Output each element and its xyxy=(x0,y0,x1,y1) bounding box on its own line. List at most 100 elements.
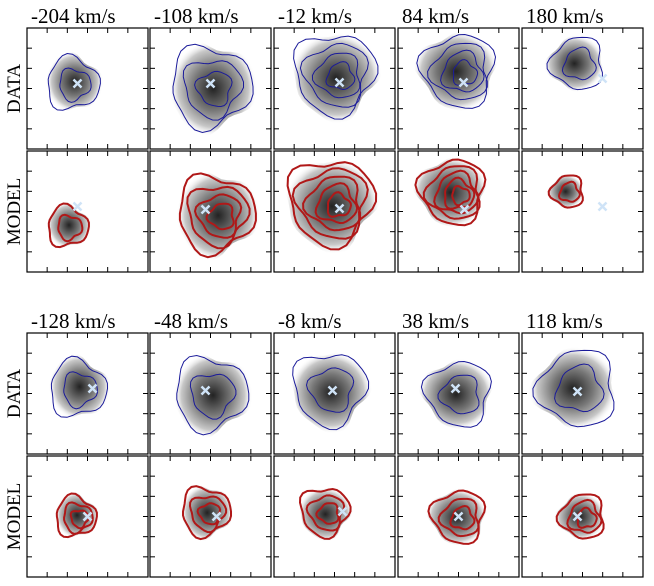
contour xyxy=(47,52,101,111)
contour xyxy=(57,213,84,243)
panel xyxy=(521,332,644,455)
velocity-label: -8 km/s xyxy=(278,309,342,333)
center-marker xyxy=(200,385,211,396)
panel-border xyxy=(26,455,149,578)
panel-border xyxy=(273,455,396,578)
row-label: MODEL xyxy=(4,178,25,246)
panel xyxy=(26,27,149,150)
contour xyxy=(566,498,603,534)
contour xyxy=(188,495,228,534)
emission xyxy=(55,491,100,540)
panel-frame xyxy=(27,151,148,272)
contour xyxy=(292,354,370,431)
contour xyxy=(416,33,497,109)
contour xyxy=(547,174,584,209)
panel-border xyxy=(397,332,520,455)
center-marker xyxy=(597,73,608,84)
contour xyxy=(561,46,597,81)
row-label: MODEL xyxy=(4,483,25,551)
panel-border xyxy=(397,27,520,150)
contour xyxy=(182,60,244,121)
contour xyxy=(420,360,492,428)
velocity-label: 84 km/s xyxy=(402,4,469,28)
contour xyxy=(557,180,581,203)
contour xyxy=(315,502,340,525)
row-label: DATA xyxy=(4,369,25,418)
contour xyxy=(554,363,605,413)
contour xyxy=(305,494,346,532)
panel xyxy=(149,332,272,455)
center-marker xyxy=(200,204,211,215)
panel-border xyxy=(397,455,520,578)
center-marker xyxy=(72,78,83,89)
velocity-label: -128 km/s xyxy=(31,309,116,333)
panel xyxy=(273,332,396,455)
panel-border xyxy=(397,150,520,273)
panel xyxy=(26,332,149,455)
center-marker xyxy=(334,203,345,214)
panel-border xyxy=(26,150,149,273)
velocity-label: -204 km/s xyxy=(31,4,116,28)
contour xyxy=(422,165,481,220)
contour xyxy=(293,35,379,120)
emission xyxy=(173,351,253,439)
contour xyxy=(189,373,237,420)
velocity-label: -48 km/s xyxy=(154,309,228,333)
center-marker xyxy=(458,77,469,88)
panel xyxy=(149,455,272,578)
contour xyxy=(291,167,369,240)
contour xyxy=(205,202,235,231)
panel xyxy=(397,332,520,455)
contour xyxy=(437,374,480,415)
contour xyxy=(186,185,251,250)
contour xyxy=(298,487,352,540)
contour xyxy=(325,61,356,91)
panel xyxy=(521,27,644,150)
contour xyxy=(546,36,603,91)
panel xyxy=(273,27,396,150)
velocity-label: -12 km/s xyxy=(278,4,352,28)
contour xyxy=(55,492,98,539)
emission xyxy=(47,201,92,250)
contour xyxy=(176,354,250,436)
contour xyxy=(286,161,378,251)
panel xyxy=(273,455,396,578)
contour xyxy=(314,182,359,225)
panel-border xyxy=(26,332,149,455)
panel xyxy=(26,150,149,273)
panel-border xyxy=(26,27,149,150)
panel-border xyxy=(521,150,644,273)
contour xyxy=(196,502,222,526)
panel xyxy=(521,455,644,578)
contour xyxy=(414,158,487,227)
panel-border xyxy=(273,27,396,150)
contour xyxy=(452,59,479,86)
contour xyxy=(299,42,369,108)
contour xyxy=(59,67,92,103)
contour xyxy=(532,349,615,428)
contour xyxy=(305,367,355,413)
center-marker xyxy=(87,383,98,394)
contour xyxy=(555,493,605,540)
panel-border xyxy=(149,455,272,578)
contour xyxy=(50,355,109,418)
center-marker xyxy=(211,511,222,522)
emission xyxy=(543,34,605,93)
contour xyxy=(440,49,485,93)
emission xyxy=(169,40,258,138)
center-marker xyxy=(572,511,583,522)
center-marker xyxy=(337,506,348,517)
center-marker xyxy=(597,201,608,212)
panel-border xyxy=(149,150,272,273)
contour xyxy=(194,70,233,108)
center-marker xyxy=(453,511,464,522)
contour xyxy=(326,191,353,218)
contour xyxy=(47,202,90,249)
panel-border xyxy=(521,332,644,455)
contour xyxy=(69,509,90,530)
panel xyxy=(521,150,644,273)
panel-border xyxy=(273,332,396,455)
row-label: DATA xyxy=(4,64,25,113)
center-marker xyxy=(82,511,93,522)
center-marker xyxy=(72,201,83,212)
